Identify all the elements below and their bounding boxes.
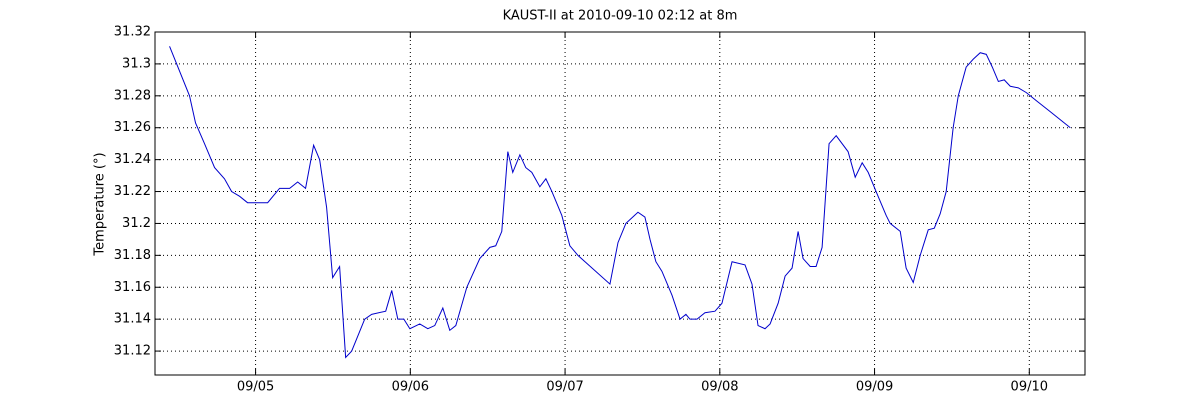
- data-line: [169, 46, 1071, 359]
- y-tick-label: 31.22: [114, 184, 151, 199]
- x-tick-label: 09/07: [546, 380, 583, 395]
- y-tick-label: 31.26: [114, 120, 151, 135]
- y-axis-label: Temperature (°): [93, 152, 108, 256]
- y-tick-label: 31.18: [114, 248, 151, 263]
- y-tick-label: 31.32: [114, 25, 151, 40]
- y-tick-label: 31.12: [114, 344, 151, 359]
- y-tick-label: 31.16: [114, 280, 151, 295]
- y-tick-label: 31.24: [114, 152, 151, 167]
- y-tick-label: 31.28: [114, 88, 151, 103]
- x-tick-label: 09/09: [856, 380, 893, 395]
- chart-title: KAUST-II at 2010-09-10 02:12 at 8m: [503, 9, 738, 24]
- plot-frame: [154, 31, 1086, 376]
- y-tick-label: 31.14: [114, 312, 151, 327]
- y-tick-label: 31.2: [122, 216, 151, 231]
- x-tick-label: 09/06: [392, 380, 429, 395]
- x-tick-label: 09/05: [237, 380, 274, 395]
- x-tick-label: 09/08: [701, 380, 738, 395]
- x-tick-label: 09/10: [1011, 380, 1048, 395]
- y-tick-label: 31.3: [122, 56, 151, 71]
